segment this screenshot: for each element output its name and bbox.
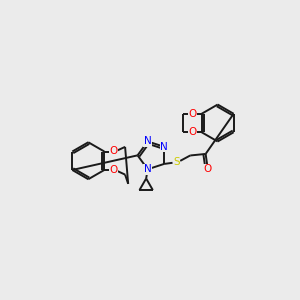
Text: O: O: [188, 109, 196, 119]
Text: O: O: [110, 165, 118, 175]
Text: N: N: [160, 142, 168, 152]
Text: N: N: [144, 136, 152, 146]
Text: O: O: [204, 164, 212, 174]
Text: S: S: [173, 157, 180, 166]
Text: O: O: [110, 146, 118, 157]
Text: N: N: [144, 164, 152, 174]
Text: O: O: [188, 127, 196, 137]
